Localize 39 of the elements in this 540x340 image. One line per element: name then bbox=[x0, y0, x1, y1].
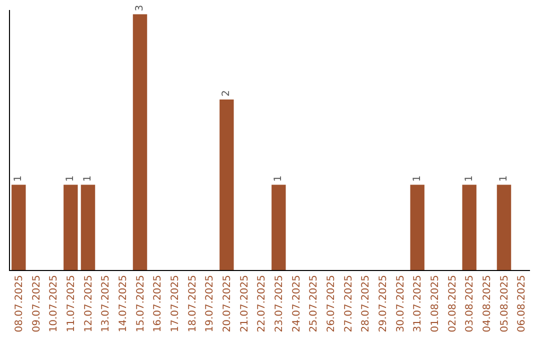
x-tick-label: 11.07.2025 bbox=[66, 275, 77, 332]
x-tick-label: 20.07.2025 bbox=[222, 275, 233, 332]
data-label: 1 bbox=[65, 175, 76, 182]
x-tick-label: 24.07.2025 bbox=[291, 275, 302, 332]
x-tick-label: 05.08.2025 bbox=[499, 275, 510, 332]
x-tick-label: 18.07.2025 bbox=[187, 275, 198, 332]
x-tick-label: 28.07.2025 bbox=[360, 275, 372, 332]
x-tick-label: 13.07.2025 bbox=[100, 275, 112, 332]
x-tick-label: 16.07.2025 bbox=[152, 275, 164, 332]
x-tick-label: 12.07.2025 bbox=[83, 275, 94, 332]
x-tick-label: 22.07.2025 bbox=[256, 275, 268, 332]
x-tick-label: 01.08.2025 bbox=[430, 275, 441, 332]
data-label: 3 bbox=[134, 4, 146, 12]
data-label: 1 bbox=[412, 175, 423, 182]
x-tick-label: 19.07.2025 bbox=[204, 275, 216, 332]
data-label: 1 bbox=[13, 175, 24, 182]
x-tick-label: 06.08.2025 bbox=[516, 275, 528, 332]
x-tick-label: 25.07.2025 bbox=[308, 275, 320, 332]
x-tick-label: 31.07.2025 bbox=[412, 275, 424, 332]
x-tick-label: 02.08.2025 bbox=[447, 275, 458, 332]
x-tick-label: 30.07.2025 bbox=[395, 275, 406, 332]
x-tick-label: 09.07.2025 bbox=[31, 275, 42, 332]
x-tick-label: 04.08.2025 bbox=[482, 275, 493, 332]
data-label: 1 bbox=[464, 175, 475, 182]
x-tick-label: 29.07.2025 bbox=[378, 275, 389, 332]
x-tick-label: 03.08.2025 bbox=[464, 275, 476, 332]
x-tick-label: 08.07.2025 bbox=[14, 275, 25, 332]
x-tick-label: 21.07.2025 bbox=[239, 275, 250, 332]
x-tick-label: 10.07.2025 bbox=[48, 275, 60, 332]
data-label: 1 bbox=[498, 175, 510, 182]
data-label: 1 bbox=[273, 175, 284, 182]
x-tick-label: 26.07.2025 bbox=[326, 275, 337, 332]
x-tick-label: 14.07.2025 bbox=[118, 275, 129, 332]
x-tick-label: 23.07.2025 bbox=[274, 275, 285, 332]
x-tick-label: 27.07.2025 bbox=[343, 275, 354, 332]
data-label: 2 bbox=[221, 90, 232, 97]
x-tick-label: 15.07.2025 bbox=[135, 275, 146, 332]
x-tick-label: 17.07.2025 bbox=[170, 275, 181, 332]
data-label: 1 bbox=[82, 175, 94, 182]
